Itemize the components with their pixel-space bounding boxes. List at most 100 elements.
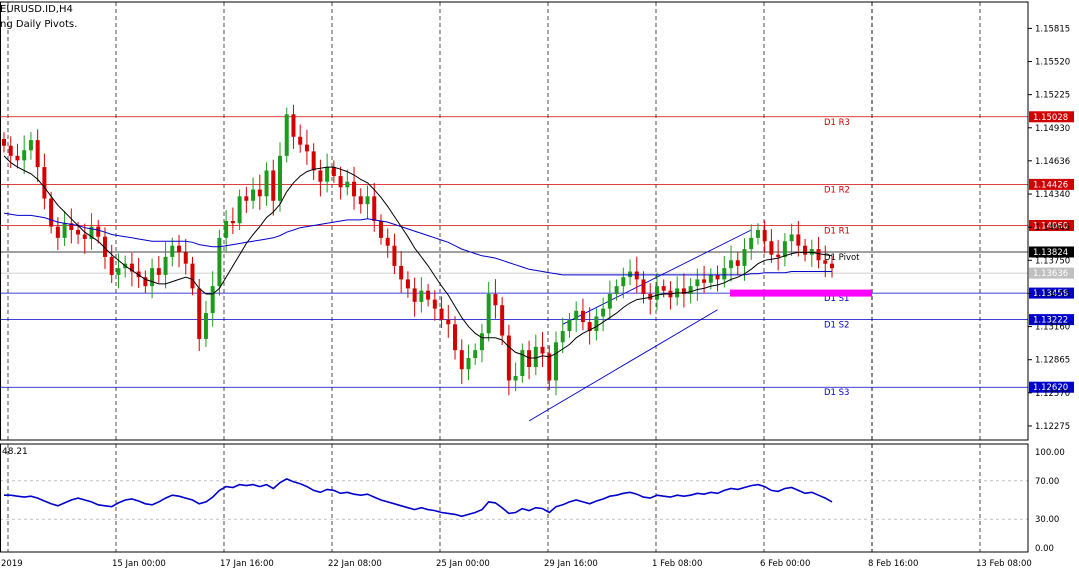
x-tick-label: 2019 <box>1 559 23 569</box>
candle-body <box>183 252 188 264</box>
pivot-level-label: D1 R3 <box>824 118 850 128</box>
oscillator-panel-frame <box>0 443 1029 553</box>
price-tag-bg <box>1029 287 1074 299</box>
candle-body <box>177 245 182 253</box>
candle-body <box>513 375 518 381</box>
candle-body <box>426 290 431 300</box>
channel-lower <box>528 309 718 422</box>
candle-body <box>735 260 740 266</box>
price-tag: 1.14060 <box>1033 221 1068 231</box>
candle-body <box>816 249 821 261</box>
candle-body <box>628 271 633 278</box>
candle-body <box>755 229 760 238</box>
candle-body <box>230 221 235 224</box>
candle-body <box>594 316 599 332</box>
price-tag-bg <box>1029 381 1074 393</box>
candle-body <box>385 237 390 246</box>
y-tick-label: 1.14340 <box>1035 190 1070 200</box>
candle-body <box>392 245 397 266</box>
candle-body <box>554 342 558 381</box>
y-tick-label: 1.12275 <box>1035 422 1070 432</box>
oscillator-tick-label: 70.00 <box>1035 477 1059 487</box>
candle-body <box>830 263 834 269</box>
current-price-tag: 1.13636 <box>1033 269 1068 279</box>
oscillator-line <box>4 478 833 518</box>
candle-body <box>722 268 727 280</box>
candle-body <box>76 229 81 235</box>
candle-body <box>702 279 707 283</box>
candle-body <box>614 286 619 294</box>
candle-body <box>479 333 484 351</box>
candle-body <box>729 260 734 269</box>
price-tag: 1.15028 <box>1033 113 1068 123</box>
pivot-level-label: D1 S2 <box>824 321 849 331</box>
moving-averages <box>3 155 833 359</box>
candle-body <box>55 226 60 238</box>
x-tick-label: 29 Jan 16:00 <box>544 559 598 569</box>
candle-body <box>311 151 316 171</box>
candle-body <box>506 335 511 381</box>
candle-body <box>62 223 67 238</box>
pivot-level-label: D1 R1 <box>824 226 850 236</box>
y-tick-label: 1.15225 <box>1035 91 1070 101</box>
candle-body <box>378 221 383 238</box>
candle-body <box>318 170 323 182</box>
candle-body <box>210 286 215 314</box>
x-tick-label: 22 Jan 08:00 <box>328 559 382 569</box>
candle-body <box>574 310 579 320</box>
candle-body <box>634 271 639 280</box>
candle-body <box>8 145 13 156</box>
candle-body <box>28 140 33 151</box>
candle-body <box>446 319 451 325</box>
x-tick-label: 15 Jan 00:00 <box>112 559 166 569</box>
long-moving-average <box>3 212 832 276</box>
candle-body <box>654 286 659 300</box>
candle-body <box>607 294 612 309</box>
price-tag-bg <box>1029 219 1074 231</box>
y-tick-label: 1.12865 <box>1035 356 1070 366</box>
y-tick-label: 1.14636 <box>1035 157 1070 167</box>
candle-body <box>547 353 552 381</box>
candle-body <box>345 181 350 188</box>
y-tick-label: 1.12570 <box>1035 389 1070 399</box>
candle-body <box>109 256 114 275</box>
candle-body <box>251 189 256 201</box>
price-panel-frame <box>0 1 1029 441</box>
candle-body <box>96 226 101 237</box>
candle-body <box>405 279 410 289</box>
candle-body <box>661 286 666 291</box>
x-tick-label: 13 Feb 08:00 <box>976 559 1032 569</box>
candle-body <box>197 288 202 339</box>
candle-body <box>648 294 653 300</box>
candle-body <box>695 279 700 287</box>
candle-body <box>338 176 343 188</box>
candle-body <box>190 263 195 289</box>
candle-body <box>453 324 458 351</box>
candle-body <box>776 254 781 257</box>
candle-body <box>715 274 720 280</box>
price-tag-bg <box>1029 111 1074 123</box>
current-price-tag-bg <box>1029 267 1074 279</box>
candles <box>2 104 834 396</box>
candle-body <box>156 268 161 275</box>
candle-body <box>466 358 471 370</box>
candle-body <box>217 237 222 287</box>
y-tick-label: 1.13750 <box>1035 256 1070 266</box>
candle-body <box>224 221 229 238</box>
candle-body <box>264 170 269 197</box>
symbol-title: EURUSD.ID,H4 <box>0 4 73 15</box>
x-tick-label: 1 Feb 08:00 <box>652 559 702 569</box>
candle-body <box>352 181 357 197</box>
candle-body <box>580 310 585 323</box>
candle-body <box>762 229 767 242</box>
candle-body <box>419 290 424 302</box>
x-tick-label: 17 Jan 16:00 <box>220 559 274 569</box>
candle-body <box>520 350 525 376</box>
price-tag-bg <box>1029 178 1074 190</box>
y-tick-label: 1.15815 <box>1035 24 1070 34</box>
candle-body <box>2 139 6 146</box>
candle-body <box>796 234 801 246</box>
candle-body <box>399 265 404 280</box>
